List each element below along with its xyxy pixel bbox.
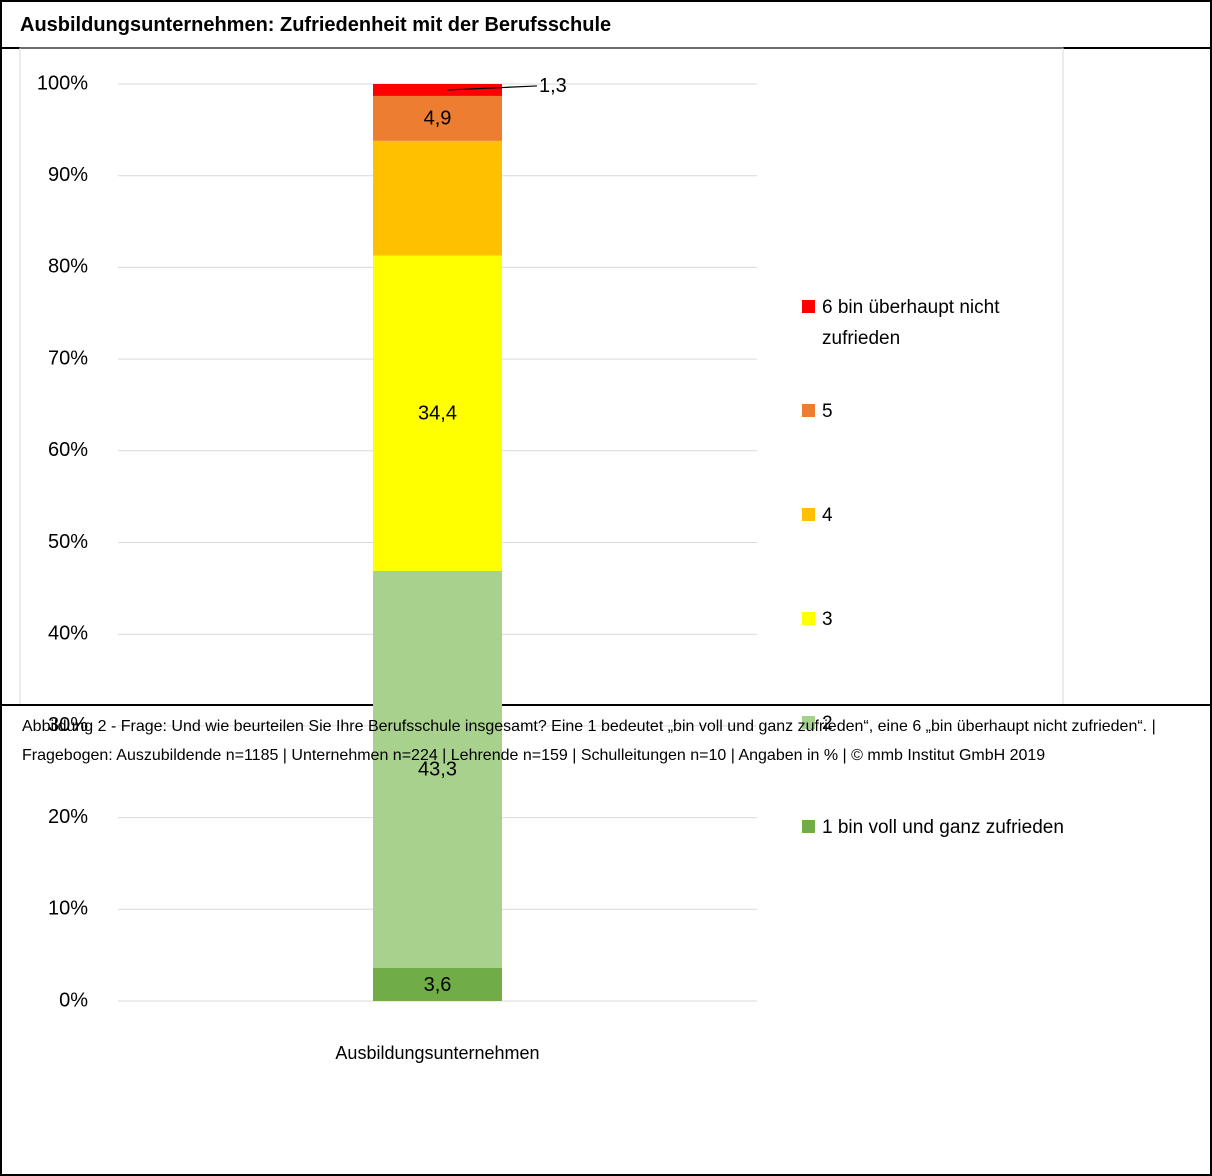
y-tick-label: 50% xyxy=(48,531,88,553)
legend-label: 6 bin überhaupt nicht zufrieden xyxy=(822,297,1000,349)
legend-swatch xyxy=(802,612,815,625)
chart-title: Ausbildungsunternehmen: Zufriedenheit mi… xyxy=(20,14,612,36)
legend-label: 1 bin voll und ganz zufrieden xyxy=(822,817,1064,838)
leader-line xyxy=(447,85,538,91)
bar-segment xyxy=(373,570,502,968)
y-tick-label: 40% xyxy=(48,622,88,644)
bar-segment xyxy=(373,967,502,1001)
x-tick-label: Ausbildungsunternehmen xyxy=(335,1043,539,1063)
caption: Abbildung 2 - Frage: Und wie beurteilen … xyxy=(22,718,1156,764)
legend-swatch xyxy=(802,508,815,521)
data-label: 3,6 xyxy=(424,974,452,996)
bar-segment xyxy=(373,140,502,256)
data-label: 43,3 xyxy=(418,759,457,781)
y-tick-label: 20% xyxy=(48,806,88,828)
y-tick-label: 60% xyxy=(48,439,88,461)
bar-segment xyxy=(373,95,502,141)
legend-label: 5 xyxy=(822,401,833,422)
legend-swatch xyxy=(802,716,815,729)
legend-swatch xyxy=(802,820,815,833)
legend-swatch xyxy=(802,300,815,313)
y-tick-label: 0% xyxy=(59,989,88,1011)
legend-label: 2 xyxy=(822,713,833,734)
legend-swatch xyxy=(802,404,815,417)
data-label: 34,4 xyxy=(418,402,457,424)
y-tick-label: 10% xyxy=(48,898,88,920)
y-tick-label: 80% xyxy=(48,256,88,278)
bar-segment xyxy=(373,84,502,96)
y-tick-label: 70% xyxy=(48,347,88,369)
legend-label: 3 xyxy=(822,609,833,630)
data-label: 4,9 xyxy=(424,108,452,130)
y-tick-label: 30% xyxy=(48,714,88,736)
legend-label: 4 xyxy=(822,505,833,526)
y-tick-label: 90% xyxy=(48,164,88,186)
bar-segment xyxy=(373,255,502,571)
data-label: 1,3 xyxy=(539,75,567,97)
y-tick-label: 100% xyxy=(37,72,88,94)
